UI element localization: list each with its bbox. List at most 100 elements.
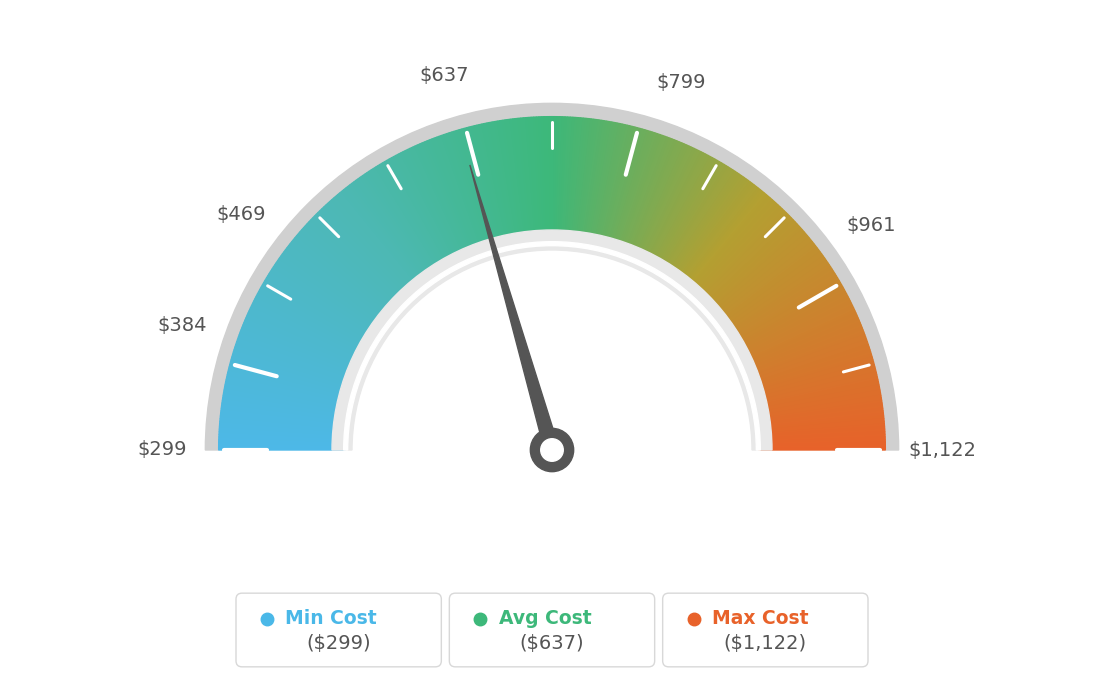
- Wedge shape: [745, 330, 863, 377]
- Wedge shape: [556, 117, 562, 244]
- Wedge shape: [756, 400, 882, 421]
- Wedge shape: [736, 299, 850, 357]
- Wedge shape: [219, 434, 346, 442]
- Wedge shape: [719, 252, 821, 328]
- Wedge shape: [729, 276, 838, 344]
- Wedge shape: [638, 147, 694, 263]
- Wedge shape: [705, 228, 802, 313]
- Wedge shape: [384, 161, 449, 271]
- Wedge shape: [756, 403, 882, 422]
- Wedge shape: [682, 192, 764, 290]
- Wedge shape: [317, 213, 407, 304]
- Wedge shape: [703, 224, 798, 311]
- Wedge shape: [681, 190, 763, 290]
- Wedge shape: [340, 192, 422, 290]
- Wedge shape: [500, 120, 521, 246]
- Wedge shape: [634, 144, 687, 261]
- Wedge shape: [243, 322, 361, 373]
- Wedge shape: [230, 362, 352, 397]
- Wedge shape: [641, 150, 699, 264]
- Wedge shape: [283, 252, 385, 328]
- Wedge shape: [577, 119, 596, 245]
- Wedge shape: [739, 308, 854, 364]
- Wedge shape: [386, 159, 452, 270]
- Wedge shape: [715, 246, 817, 324]
- Wedge shape: [565, 117, 575, 244]
- Wedge shape: [373, 167, 443, 275]
- Wedge shape: [333, 197, 417, 294]
- Wedge shape: [294, 237, 393, 319]
- Wedge shape: [290, 241, 391, 322]
- Wedge shape: [624, 137, 670, 257]
- Wedge shape: [467, 127, 500, 250]
- Wedge shape: [720, 256, 825, 331]
- Wedge shape: [275, 263, 381, 335]
- Wedge shape: [432, 138, 479, 257]
- Wedge shape: [662, 168, 733, 277]
- Wedge shape: [633, 143, 684, 260]
- Wedge shape: [755, 388, 880, 413]
- Wedge shape: [399, 153, 458, 266]
- Wedge shape: [479, 124, 509, 248]
- Wedge shape: [733, 289, 846, 352]
- Wedge shape: [302, 228, 399, 313]
- Wedge shape: [756, 395, 881, 417]
- Wedge shape: [753, 372, 877, 404]
- Wedge shape: [597, 125, 627, 248]
- Wedge shape: [737, 304, 852, 361]
- Wedge shape: [581, 120, 602, 246]
- Wedge shape: [422, 142, 473, 259]
- Wedge shape: [495, 121, 518, 246]
- Wedge shape: [336, 195, 420, 293]
- Wedge shape: [291, 239, 392, 321]
- Wedge shape: [668, 175, 742, 280]
- Wedge shape: [707, 230, 804, 315]
- Wedge shape: [758, 437, 885, 444]
- Wedge shape: [407, 148, 464, 264]
- Wedge shape: [537, 117, 544, 244]
- Wedge shape: [238, 335, 358, 380]
- Wedge shape: [689, 200, 774, 296]
- Wedge shape: [758, 432, 885, 440]
- Wedge shape: [223, 393, 349, 416]
- Wedge shape: [222, 403, 348, 422]
- Wedge shape: [613, 131, 652, 253]
- Wedge shape: [694, 209, 784, 302]
- Wedge shape: [513, 119, 529, 245]
- Wedge shape: [645, 152, 703, 266]
- Wedge shape: [667, 172, 740, 279]
- Wedge shape: [331, 198, 416, 295]
- Wedge shape: [675, 182, 752, 285]
- Wedge shape: [394, 155, 455, 268]
- Wedge shape: [726, 271, 835, 341]
- Wedge shape: [749, 350, 871, 389]
- Wedge shape: [710, 235, 809, 318]
- Wedge shape: [566, 117, 578, 244]
- Wedge shape: [420, 143, 471, 260]
- Wedge shape: [220, 426, 346, 437]
- Wedge shape: [266, 276, 375, 344]
- Wedge shape: [413, 146, 467, 262]
- Wedge shape: [371, 168, 442, 277]
- Wedge shape: [221, 408, 347, 426]
- Wedge shape: [233, 352, 354, 391]
- Wedge shape: [224, 388, 349, 413]
- Wedge shape: [758, 447, 885, 450]
- Wedge shape: [280, 254, 385, 330]
- Text: ($1,122): ($1,122): [724, 635, 807, 653]
- Wedge shape: [236, 342, 357, 384]
- Wedge shape: [712, 239, 813, 321]
- Wedge shape: [247, 313, 363, 366]
- Wedge shape: [284, 250, 386, 327]
- Text: $799: $799: [657, 72, 707, 92]
- Wedge shape: [357, 179, 432, 283]
- Wedge shape: [580, 119, 599, 246]
- Wedge shape: [226, 377, 350, 406]
- Wedge shape: [752, 362, 874, 397]
- Wedge shape: [461, 128, 498, 251]
- Wedge shape: [573, 119, 588, 244]
- Wedge shape: [575, 119, 591, 245]
- Wedge shape: [746, 337, 867, 382]
- Wedge shape: [452, 131, 491, 253]
- Wedge shape: [757, 408, 883, 426]
